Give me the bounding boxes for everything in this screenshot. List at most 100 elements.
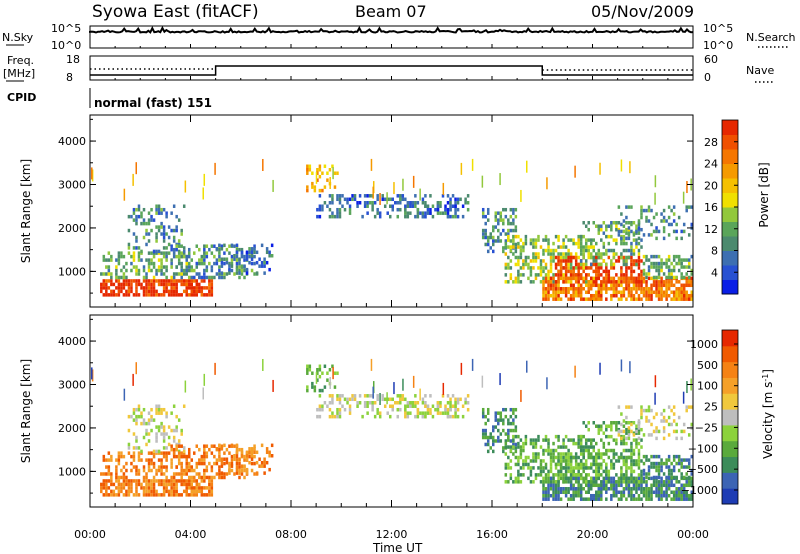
velocity-cell xyxy=(147,439,151,443)
velocity-cell xyxy=(451,394,455,398)
velocity-cell xyxy=(680,490,683,494)
velocity-cell xyxy=(489,435,492,440)
velocity-cell xyxy=(182,482,186,487)
velocity-cell xyxy=(617,497,621,501)
power-cell xyxy=(589,255,593,260)
power-cell xyxy=(665,275,668,280)
velocity-cell xyxy=(642,461,646,466)
power-cell xyxy=(203,244,206,248)
power-cell xyxy=(605,227,608,232)
power-cell xyxy=(667,222,671,227)
velocity-cell xyxy=(559,466,563,470)
power-cell xyxy=(625,266,628,270)
velocity-cell xyxy=(238,475,241,480)
power-cell xyxy=(424,211,427,215)
power-cell xyxy=(569,293,573,298)
power-cell xyxy=(502,228,505,233)
velocity-cell xyxy=(270,443,274,448)
power-cell xyxy=(657,272,661,276)
velocity-cell xyxy=(617,459,621,463)
velocity-cell xyxy=(647,476,651,481)
power-cell xyxy=(115,293,118,297)
velocity-cell xyxy=(195,482,199,487)
power-cell xyxy=(680,258,683,262)
power-cell xyxy=(677,215,681,220)
velocity-cell xyxy=(489,432,492,436)
velocity-cell xyxy=(115,465,118,469)
velocity-cell xyxy=(544,493,548,498)
velocity-cell xyxy=(507,438,510,442)
power-cell xyxy=(157,265,161,269)
velocity-cell xyxy=(622,490,626,494)
power-cell xyxy=(630,290,633,294)
velocity-cell xyxy=(675,497,678,501)
velocity-cell xyxy=(426,411,430,415)
power-cell xyxy=(486,211,490,215)
power-cell xyxy=(396,194,400,198)
velocity-cell xyxy=(650,408,653,413)
power-cell xyxy=(439,211,442,215)
velocity-cell xyxy=(195,465,199,469)
power-cell xyxy=(233,254,236,258)
velocity-cell xyxy=(632,487,636,491)
velocity-cell xyxy=(605,448,608,453)
power-cell xyxy=(184,180,187,193)
power-cell xyxy=(203,272,206,276)
velocity-cell xyxy=(597,497,601,501)
power-cell xyxy=(160,232,163,236)
velocity-cell xyxy=(667,422,671,427)
velocity-cell xyxy=(517,445,520,449)
velocity-cell xyxy=(632,493,636,498)
velocity-cell xyxy=(637,419,641,423)
power-cell xyxy=(542,297,545,301)
power-cell xyxy=(137,214,141,219)
power-cell xyxy=(414,201,417,205)
velocity-cell xyxy=(595,424,598,428)
velocity-cell xyxy=(577,441,580,446)
velocity-cell xyxy=(112,489,116,494)
velocity-cell xyxy=(125,482,128,487)
power-cell xyxy=(574,280,578,284)
velocity-cell xyxy=(215,472,219,476)
power-cell xyxy=(682,258,686,262)
power-cell xyxy=(177,272,181,276)
power-cell xyxy=(655,287,658,291)
velocity-cell xyxy=(187,482,191,487)
colorbar-swatch xyxy=(722,393,738,410)
power-cell xyxy=(605,252,608,256)
velocity-cell xyxy=(607,424,611,428)
velocity-cell xyxy=(557,476,560,481)
power-cell xyxy=(672,297,676,301)
velocity-cell xyxy=(235,458,239,462)
velocity-cell xyxy=(572,469,575,474)
velocity-cell xyxy=(637,441,641,446)
velocity-cell xyxy=(587,473,590,477)
power-cell xyxy=(100,272,103,276)
power-cell xyxy=(640,212,643,216)
velocity-cell xyxy=(215,447,219,451)
velocity-cell xyxy=(675,454,678,459)
velocity-cell xyxy=(512,407,515,412)
power-cell xyxy=(363,204,367,208)
velocity-cell xyxy=(687,497,691,501)
power-cell xyxy=(253,244,256,248)
power-cell xyxy=(172,286,176,290)
power-cell xyxy=(582,276,585,281)
velocity-cell xyxy=(504,466,508,470)
power-cell xyxy=(542,287,545,291)
velocity-cell xyxy=(524,441,528,446)
power-cell xyxy=(182,249,186,254)
power-cell xyxy=(208,261,211,266)
power-cell xyxy=(250,257,254,261)
power-cell xyxy=(607,280,611,284)
power-cell xyxy=(225,260,229,265)
power-cell xyxy=(170,286,173,290)
power-cell xyxy=(424,194,427,198)
velocity-cell xyxy=(250,454,254,458)
power-cell xyxy=(331,201,334,205)
power-cell xyxy=(363,194,367,198)
power-cell xyxy=(625,280,628,284)
power-cell xyxy=(383,204,387,208)
power-cell xyxy=(152,286,156,290)
power-cell xyxy=(481,235,485,240)
